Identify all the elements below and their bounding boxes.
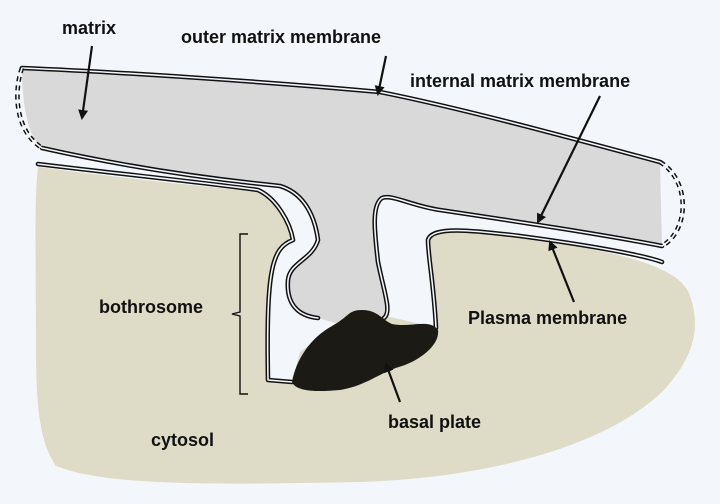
plasma-membrane-label: Plasma membrane xyxy=(468,308,627,328)
cytosol-label: cytosol xyxy=(151,430,214,450)
basal-plate-label: basal plate xyxy=(388,412,481,432)
bothrosome-label: bothrosome xyxy=(99,297,203,317)
plasma-membrane xyxy=(35,161,665,385)
basal-plate xyxy=(292,310,439,392)
outer-membrane-label: outer matrix membrane xyxy=(181,27,381,47)
matrix-arrow xyxy=(78,45,94,120)
internal-membrane-arrow xyxy=(537,95,601,224)
internal-membrane-label: internal matrix membrane xyxy=(410,71,630,91)
plasma-membrane-arrow xyxy=(548,240,576,303)
matrix-region xyxy=(22,68,662,326)
outer-membrane-arrow xyxy=(374,55,388,96)
matrix-cut-ends xyxy=(15,67,685,248)
matrix-label: matrix xyxy=(62,18,116,38)
bothrosome-bracket xyxy=(231,233,248,395)
internal-membrane xyxy=(39,145,665,321)
basal-plate-arrow xyxy=(384,362,402,403)
